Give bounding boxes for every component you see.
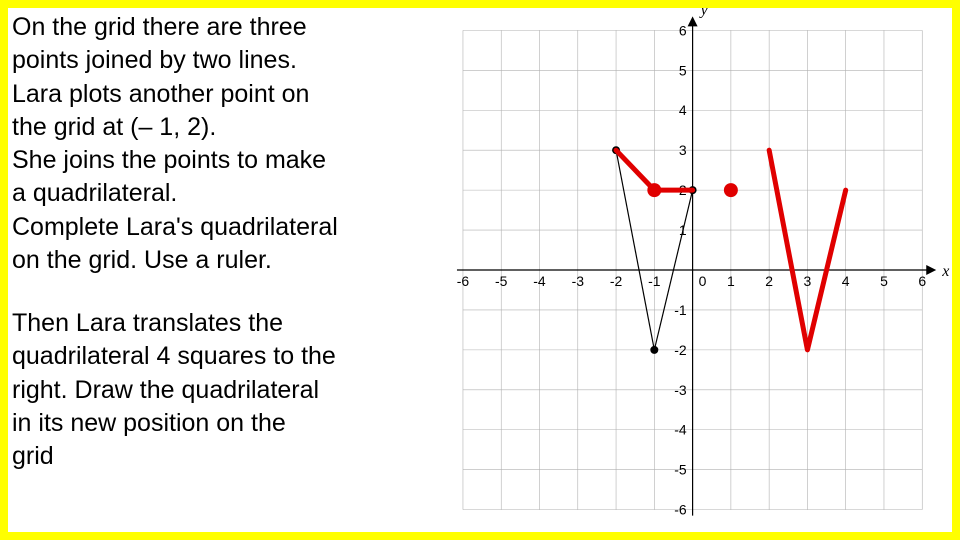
line: On the grid there are three: [12, 12, 425, 43]
svg-text:-1: -1: [648, 273, 661, 289]
svg-text:1: 1: [727, 273, 735, 289]
svg-text:5: 5: [679, 62, 687, 78]
svg-text:-2: -2: [610, 273, 623, 289]
line: Then Lara translates the: [12, 308, 425, 339]
svg-text:4: 4: [842, 273, 850, 289]
line: right. Draw the quadrilateral: [12, 375, 425, 406]
line: a quadrilateral.: [12, 178, 425, 209]
svg-text:-2: -2: [674, 342, 687, 358]
line: She joins the points to make: [12, 145, 425, 176]
line: grid: [12, 441, 425, 472]
svg-text:-6: -6: [674, 502, 687, 518]
svg-text:5: 5: [880, 273, 888, 289]
grid-svg: -6-5-4-3-2-10123456-6-5-4-3-2-1123456xy: [433, 8, 952, 532]
svg-text:-3: -3: [674, 382, 687, 398]
svg-text:-6: -6: [457, 273, 470, 289]
svg-text:3: 3: [679, 142, 687, 158]
svg-text:-1: -1: [674, 302, 687, 318]
line: quadrilateral 4 squares to the: [12, 341, 425, 372]
problem-text: On the grid there are three points joine…: [8, 8, 433, 532]
svg-text:x: x: [941, 263, 949, 280]
svg-text:0: 0: [698, 273, 706, 289]
svg-text:y: y: [698, 8, 708, 18]
svg-text:-5: -5: [495, 273, 508, 289]
svg-text:-4: -4: [674, 422, 687, 438]
svg-text:-4: -4: [533, 273, 546, 289]
line: the grid at (– 1, 2).: [12, 112, 425, 143]
line: Complete Lara's quadrilateral: [12, 212, 425, 243]
coordinate-grid: -6-5-4-3-2-10123456-6-5-4-3-2-1123456xy: [433, 8, 952, 532]
content-area: On the grid there are three points joine…: [8, 8, 952, 532]
svg-text:6: 6: [918, 273, 926, 289]
line: in its new position on the: [12, 408, 425, 439]
svg-text:6: 6: [679, 22, 687, 38]
line: points joined by two lines.: [12, 45, 425, 76]
spacer: [12, 278, 425, 306]
line: Lara plots another point on: [12, 79, 425, 110]
svg-text:2: 2: [765, 273, 773, 289]
svg-text:4: 4: [679, 102, 687, 118]
line: on the grid. Use a ruler.: [12, 245, 425, 276]
svg-text:3: 3: [803, 273, 811, 289]
svg-text:-5: -5: [674, 462, 687, 478]
svg-text:-3: -3: [571, 273, 584, 289]
